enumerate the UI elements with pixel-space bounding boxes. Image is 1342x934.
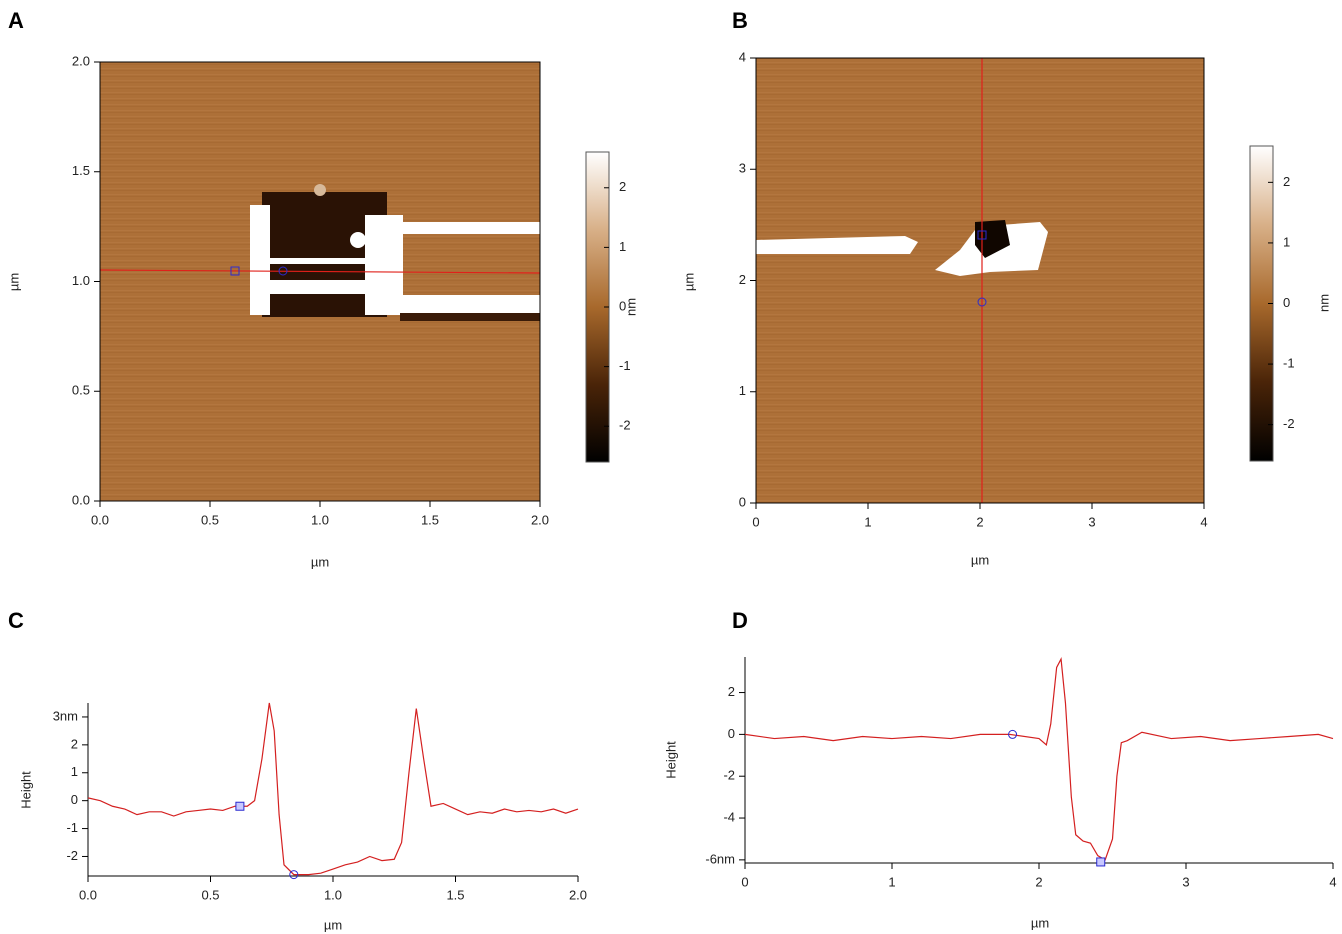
y-tick-label: 0.5 [72,383,90,398]
y-tick-label: 2.0 [72,53,90,68]
x-tick-label: 3 [1088,514,1095,529]
profile-line [744,657,1334,861]
colorbar-tick-label: 2 [619,179,626,194]
x-tick-label: 2 [1035,874,1042,889]
colorbar-tick-label: -1 [619,358,631,373]
x-tick-label: 1 [864,514,871,529]
colorbar-tick-label: -2 [619,418,631,433]
colorbar-label: nm [623,298,638,316]
x-tick-label: 0.0 [79,887,97,902]
x-tick-label: 1.0 [311,512,329,527]
y-tick-label: 0.0 [72,492,90,507]
y-axis-label: µm [6,273,21,291]
panel-label: C [8,608,24,633]
panel-label: A [8,8,24,33]
x-tick-label: 0.0 [91,512,109,527]
profile-line [87,702,579,876]
cursor-square [235,801,245,811]
colorbar-tick-label: 1 [1283,234,1290,249]
colorbar-tick-label: 0 [1283,295,1290,310]
y-tick-label: 2 [71,736,78,751]
x-axis-label: µm [324,917,342,932]
y-tick-label: 1.0 [72,273,90,288]
x-tick-label: 1.5 [421,512,439,527]
y-tick-label: 0 [71,792,78,807]
x-tick-label: 2 [976,514,983,529]
x-tick-label: 4 [1329,874,1336,889]
y-tick-label: 4 [739,49,746,64]
y-tick-label: -4 [723,809,735,824]
colorbar-tick-label: 0 [619,298,626,313]
y-tick-label: 0 [739,494,746,509]
panel-label: D [732,608,748,633]
x-tick-label: 0 [741,874,748,889]
x-tick-label: 4 [1200,514,1207,529]
y-axis-label: Height [663,741,678,779]
x-axis-label: µm [971,552,989,567]
x-tick-label: 3 [1182,874,1189,889]
colorbar-tick-label: 1 [619,239,626,254]
x-tick-label: 0.5 [201,887,219,902]
y-tick-label: 1 [739,383,746,398]
x-axis-label: µm [1031,915,1049,930]
y-tick-label: -2 [66,848,78,863]
y-tick-label: -6nm [705,851,735,866]
x-tick-label: 1 [888,874,895,889]
afm-image-b [756,58,1204,503]
colorbar-label: nm [1316,294,1331,312]
y-tick-label: -2 [723,768,735,783]
x-tick-label: 2.0 [569,887,587,902]
cursor-circle [1008,729,1018,739]
cursor-circle [289,870,299,880]
x-tick-label: 2.0 [531,512,549,527]
x-axis-label: µm [311,554,329,569]
x-tick-label: 0.5 [201,512,219,527]
y-tick-label: 0 [728,726,735,741]
y-tick-label: 1.5 [72,163,90,178]
y-tick-label: 1 [71,764,78,779]
y-tick-label: 2 [728,684,735,699]
y-tick-label: 3 [739,161,746,176]
y-tick-label: -1 [66,820,78,835]
y-tick-label: 2 [739,272,746,287]
x-tick-label: 1.0 [324,887,342,902]
cursor-square [1096,857,1106,867]
afm-image-a [99,62,541,501]
panel-label: B [732,8,748,33]
y-tick-label: 3nm [53,708,78,723]
colorbar-tick-label: 2 [1283,174,1290,189]
colorbar-tick-label: -1 [1283,356,1295,371]
colorbar-tick-label: -2 [1283,416,1295,431]
y-axis-label: Height [18,771,33,809]
x-tick-label: 0 [752,514,759,529]
y-axis-label: µm [681,273,696,291]
x-tick-label: 1.5 [446,887,464,902]
